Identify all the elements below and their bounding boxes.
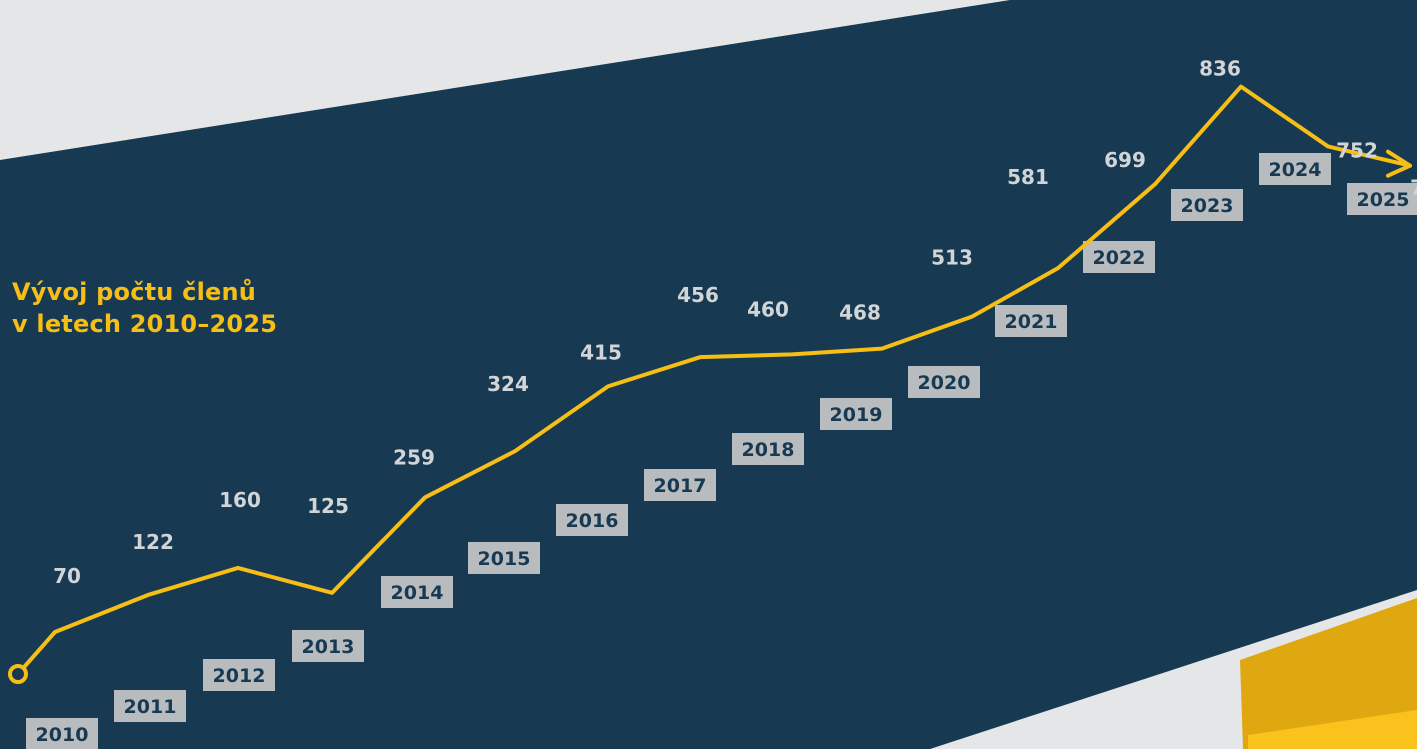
value-label: 70: [53, 564, 81, 588]
year-label: 2025: [1347, 183, 1417, 215]
year-label: 2022: [1083, 241, 1155, 273]
year-label-box: [381, 576, 453, 608]
year-label: 2013: [292, 630, 364, 662]
year-label-text: 2014: [391, 582, 444, 604]
end-arrow-head: [1386, 149, 1412, 178]
year-label-box: [908, 366, 980, 398]
year-label-text: 2020: [918, 372, 971, 394]
value-label: 415: [580, 340, 622, 364]
year-label-text: 2023: [1181, 195, 1234, 217]
year-label-text: 2022: [1093, 247, 1146, 269]
value-label-layer: 70 122 160 125 259 324 415 456 460 468 513 581 699 83…: [53, 57, 1417, 588]
year-label-text: 2012: [213, 665, 266, 687]
year-label-text: 2018: [742, 439, 795, 461]
value-label: 836: [1199, 57, 1241, 81]
year-label-text: 2019: [830, 404, 883, 426]
year-label-box: [995, 305, 1067, 337]
year-label-box: [292, 630, 364, 662]
year-label-box: [468, 542, 540, 574]
year-label-box: [203, 659, 275, 691]
year-label-text: 2021: [1005, 311, 1058, 333]
value-label: 752: [1336, 138, 1378, 162]
value-label: 324: [487, 372, 529, 396]
year-label-box: [1171, 189, 1243, 221]
year-label: 2015: [468, 542, 540, 574]
year-label-text: 2013: [302, 636, 355, 658]
year-label: 2024: [1259, 153, 1331, 185]
chart-title-line-2: v letech 2010–2025: [12, 310, 278, 338]
year-label: 2023: [1171, 189, 1243, 221]
year-label: 2018: [732, 433, 804, 465]
year-label-box: [644, 469, 716, 501]
year-label-box: [1347, 183, 1417, 215]
year-label-text: 2011: [124, 696, 177, 718]
year-label-layer: 2010 2011 2012 2013 2014 2015 2016 2017 2018 2019…: [26, 153, 1417, 749]
year-label-box: [820, 398, 892, 430]
value-label: 122: [132, 530, 174, 554]
year-label-box: [26, 718, 98, 749]
value-label: 460: [747, 297, 789, 321]
value-label: 468: [839, 301, 881, 325]
accent-shape-dark: [1240, 598, 1417, 749]
value-label: 456: [677, 283, 719, 307]
year-label-text: 2024: [1269, 159, 1322, 181]
year-label-box: [1083, 241, 1155, 273]
year-label-text: 2015: [478, 548, 531, 570]
year-label: 2019: [820, 398, 892, 430]
year-label-text: 2025: [1357, 189, 1410, 211]
year-label: 2010: [26, 718, 98, 749]
value-label: 725: [1410, 176, 1417, 200]
chart-title-line-1: Vývoj počtu členů: [12, 278, 257, 306]
value-label: 125: [307, 494, 349, 518]
start-circle-marker: [8, 664, 28, 684]
value-label: 581: [1007, 165, 1049, 189]
accent-shape-light: [1248, 710, 1417, 749]
series-line: [16, 84, 1412, 676]
year-label: 2020: [908, 366, 980, 398]
value-label: 160: [219, 488, 261, 512]
year-label-box: [556, 504, 628, 536]
value-label: 259: [393, 445, 435, 469]
year-label-text: 2010: [36, 724, 89, 746]
value-label: 699: [1104, 148, 1146, 172]
year-label: 2014: [381, 576, 453, 608]
year-label-box: [114, 690, 186, 722]
value-label: 513: [931, 246, 973, 270]
year-label: 2011: [114, 690, 186, 722]
year-label: 2012: [203, 659, 275, 691]
year-label: 2016: [556, 504, 628, 536]
year-label-text: 2016: [566, 510, 619, 532]
year-label: 2017: [644, 469, 716, 501]
year-label: 2021: [995, 305, 1067, 337]
year-label-box: [1259, 153, 1331, 185]
year-label-text: 2017: [654, 475, 707, 497]
year-label-box: [732, 433, 804, 465]
chart-title: Vývoj počtu členů v letech 2010–2025: [12, 276, 277, 340]
